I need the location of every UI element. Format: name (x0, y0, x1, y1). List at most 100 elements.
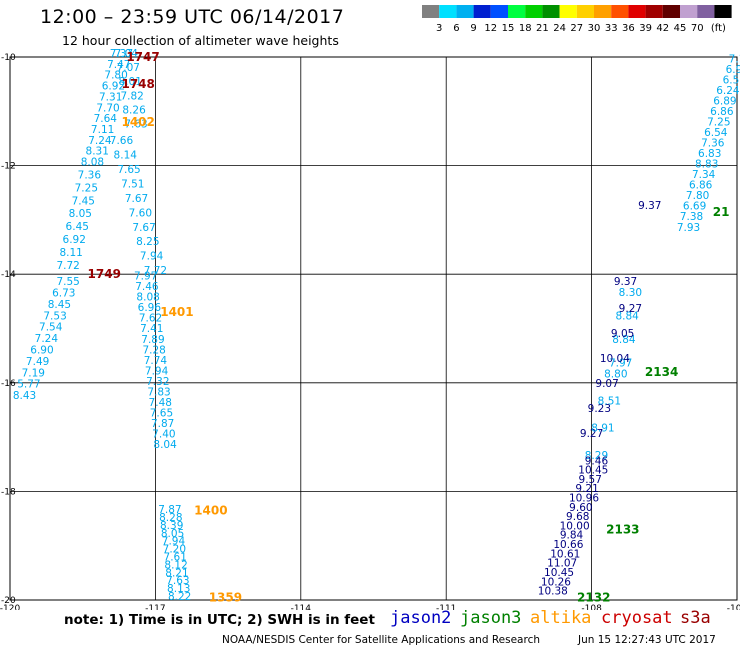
swh-value: 7.80 (686, 190, 709, 202)
swh-value: 8.01 (119, 76, 142, 88)
swh-value: 6.73 (52, 287, 75, 299)
lon-tick-label: -120 (0, 604, 20, 610)
swh-value: 7.38 (680, 211, 703, 223)
colorbar-swatch (697, 5, 715, 18)
footer-credit: NOAA/NESDIS Center for Satellite Applica… (222, 634, 540, 646)
swh-value: 8.29 (585, 450, 608, 462)
swh-value: 6.24 (716, 85, 740, 97)
swh-value: 7.94 (162, 536, 186, 548)
swh-value: 9.21 (575, 483, 598, 495)
colorbar-swatch (714, 5, 732, 18)
swh-value: 6.92 (102, 81, 125, 93)
swh-value: 7.94 (145, 365, 169, 377)
colorbar-swatch (456, 5, 474, 18)
swh-value: 8.84 (615, 310, 639, 322)
swh-value: 7.46 (135, 281, 159, 293)
swh-value: 6.45 (66, 221, 89, 233)
colorbar-swatch (490, 5, 508, 18)
lon-tick-label: -117 (145, 604, 165, 610)
swh-value: 9.23 (588, 403, 611, 415)
swh-value: 7.36 (701, 138, 725, 150)
swh-value: 7.32 (146, 376, 169, 388)
colorbar-label: 15 (502, 23, 515, 34)
swh-value: 7.89 (141, 334, 164, 346)
swh-value: 8.43 (13, 390, 36, 402)
pass-label: 1400 (194, 503, 227, 517)
swh-value: 7.72 (56, 260, 79, 272)
colorbar-label: 30 (588, 23, 601, 34)
swh-value: 6.9 (726, 64, 740, 76)
swh-value: 10.00 (560, 520, 590, 532)
colorbar-label: 70 (691, 23, 704, 34)
swh-value: 8.05 (161, 528, 184, 540)
colorbar-swatch (508, 5, 526, 18)
colorbar-label: 18 (519, 23, 532, 34)
legend-s3a: s3a (680, 608, 711, 628)
swh-value: 6.69 (683, 201, 706, 213)
swh-value: 6.92 (63, 234, 86, 246)
swh-value: 6.5 (723, 74, 740, 86)
swh-value: 9.37 (638, 200, 661, 212)
lat-tick-label: -18 (1, 487, 16, 497)
colorbar-label: (ft) (711, 23, 726, 34)
colorbar-label: 12 (484, 23, 497, 34)
swh-value: 9.07 (595, 378, 618, 390)
swh-value: 7.40 (152, 428, 175, 440)
pass-label: 1401 (160, 305, 193, 319)
swh-value: 7.1 (729, 53, 740, 65)
swh-value: 7.67 (125, 193, 148, 205)
swh-value: 7.70 (96, 102, 119, 114)
pass-label: 21 (713, 205, 730, 219)
swh-value: 6.86 (710, 106, 734, 118)
swh-value: 10.66 (553, 539, 583, 551)
swh-value: 8.11 (59, 247, 82, 259)
colorbar-swatch (611, 5, 629, 18)
swh-value: 7.47 (107, 59, 130, 71)
colorbar-label: 27 (570, 23, 583, 34)
swh-value: 10.45 (578, 465, 608, 477)
colorbar-swatch (680, 5, 698, 18)
swh-value: 7.11 (91, 124, 114, 136)
swh-value: 8.08 (136, 292, 159, 304)
swh-value: 7.53 (43, 310, 66, 322)
colorbar-label: 39 (639, 23, 652, 34)
colorbar-swatch (439, 5, 457, 18)
swh-value: 9.46 (585, 455, 609, 467)
swh-value: 10.26 (541, 576, 571, 588)
colorbar: 3 6 9 12 15 18 21 24 27 30 33 36 39 42 45 70 (ft) (422, 5, 732, 34)
swh-value: 9.60 (569, 502, 592, 514)
swh-value: 8.14 (114, 149, 138, 161)
swh-value: 8.39 (160, 520, 183, 532)
footer-timestamp: Jun 15 12:27:43 UTC 2017 (578, 634, 716, 646)
swh-value: 7.65 (117, 164, 140, 176)
swh-value: 8.31 (86, 146, 109, 158)
swh-value: 7.41 (140, 323, 163, 335)
swh-value: 7.45 (72, 195, 95, 207)
swh-value: 7.31 (99, 91, 122, 103)
colorbar-swatch (525, 5, 543, 18)
lat-tick-label: -16 (1, 379, 16, 389)
swh-value: 7.24 (88, 135, 112, 147)
swh-value: 7.93 (677, 222, 700, 234)
swh-value: 8.21 (165, 567, 188, 579)
swh-value: 7.34 (692, 169, 716, 181)
lon-tick-label: -111 (436, 604, 456, 610)
legend-cryosat: cryosat (601, 608, 673, 628)
legend-altika: altika (530, 608, 592, 628)
swh-value: 7.63 (124, 119, 147, 131)
pass-label: 1748 (121, 77, 154, 91)
swh-value: 7.61 (164, 552, 187, 564)
lat-tick-label: -20 (1, 596, 16, 606)
colorbar-label: 45 (674, 23, 687, 34)
swh-value: 7.54 (39, 322, 63, 334)
colorbar-swatch (662, 5, 680, 18)
swh-value: 7.97 (134, 271, 157, 283)
swh-value: 9.05 (611, 328, 634, 340)
swh-value: 7.60 (129, 207, 152, 219)
pass-label: 1747 (126, 50, 159, 64)
swh-value: 6.96 (138, 302, 162, 314)
swh-value: 9.84 (560, 530, 584, 542)
colorbar-label: 36 (622, 23, 635, 34)
colorbar-swatch (473, 5, 491, 18)
lat-tick-label: -14 (1, 270, 16, 280)
